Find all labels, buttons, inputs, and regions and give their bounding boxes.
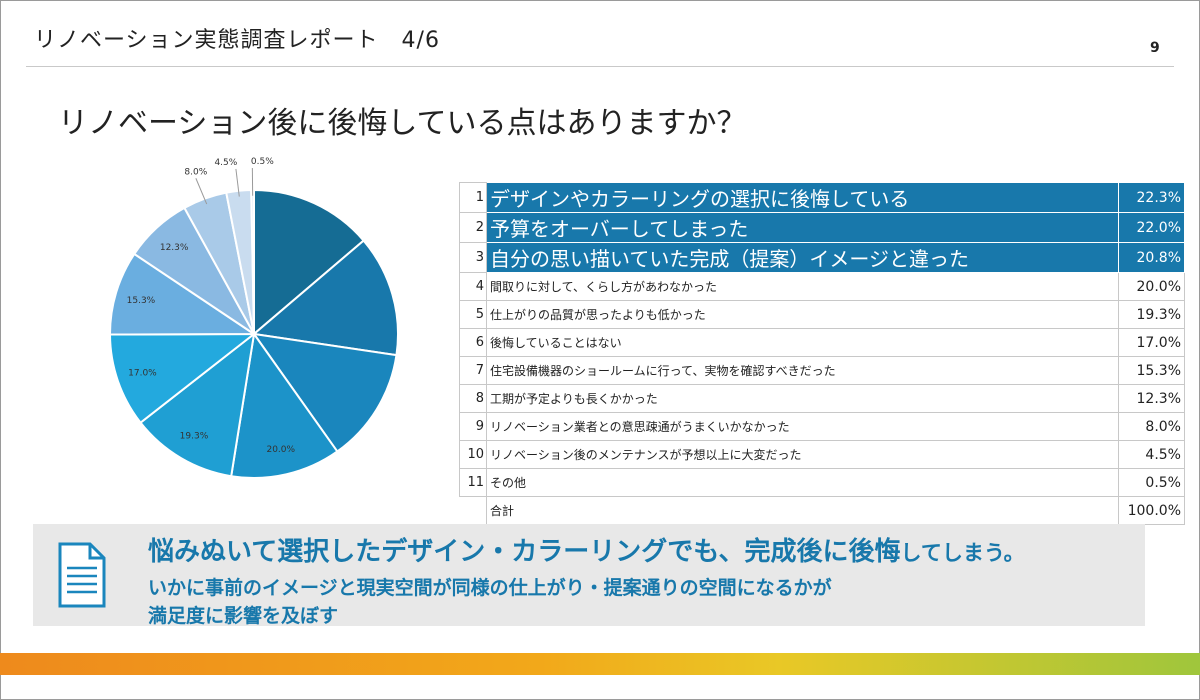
row-value: 8.0% bbox=[1118, 412, 1185, 441]
row-label: 後悔していることはない bbox=[486, 328, 1119, 357]
footer-color-bar bbox=[0, 653, 1200, 675]
summary-headline: 悩みぬいて選択したデザイン・カラーリングでも、完成後に後悔してしまう。 bbox=[148, 531, 1025, 568]
pie-leader-line bbox=[195, 178, 208, 205]
total-spacer bbox=[459, 496, 487, 525]
row-value: 22.3% bbox=[1118, 182, 1185, 213]
row-value: 17.0% bbox=[1118, 328, 1185, 357]
summary-box bbox=[33, 524, 1145, 626]
row-number: 7 bbox=[459, 356, 487, 385]
pie-slice-7 bbox=[109, 252, 258, 336]
document-icon bbox=[58, 542, 106, 608]
row-number: 6 bbox=[459, 328, 487, 357]
pie-data-label: 12.3% bbox=[160, 243, 189, 253]
row-number: 8 bbox=[459, 384, 487, 413]
row-label: 予算をオーバーしてしまった bbox=[486, 212, 1119, 243]
table-row: 9 リノベーション業者との意思疎通がうまくいかなかった 8.0% bbox=[459, 412, 1185, 441]
row-number: 5 bbox=[459, 300, 487, 329]
row-value: 22.0% bbox=[1118, 212, 1185, 243]
row-label: 自分の思い描いていた完成（提案）イメージと違った bbox=[486, 242, 1119, 273]
pie-slice-4 bbox=[230, 331, 339, 479]
row-label: 仕上がりの品質が思ったよりも低かった bbox=[486, 300, 1119, 329]
results-table: 1 デザインやカラーリングの選択に後悔している 22.3% 2 予算をオーバーしてしまっ… bbox=[459, 182, 1185, 525]
pie-slice-3 bbox=[251, 332, 398, 453]
table-row: 10 リノベーション後のメンテナンスが予想以上に大変だった 4.5% bbox=[459, 440, 1185, 469]
row-value: 20.8% bbox=[1118, 242, 1185, 273]
row-value: 4.5% bbox=[1118, 440, 1185, 469]
row-value: 15.3% bbox=[1118, 356, 1185, 385]
row-label: リノベーション後のメンテナンスが予想以上に大変だった bbox=[486, 440, 1119, 469]
pie-data-label: 0.5% bbox=[251, 157, 274, 167]
total-value: 100.0% bbox=[1118, 496, 1185, 525]
pie-data-label: 17.0% bbox=[128, 369, 157, 379]
table-row: 11 その他 0.5% bbox=[459, 468, 1185, 497]
row-label: 工期が予定よりも長くかかった bbox=[486, 384, 1119, 413]
row-number: 10 bbox=[459, 440, 487, 469]
row-number: 4 bbox=[459, 272, 487, 301]
pie-chart: 20.0% 19.3% 17.0% 15.3% 12.3% 8.0% 4.5% 0.5% bbox=[108, 157, 399, 479]
summary-line-1: いかに事前のイメージと現実空間が同様の仕上がり・提案通りの空間になるかが bbox=[148, 577, 832, 599]
pie-data-label: 20.0% bbox=[266, 445, 295, 455]
table-row: 3 自分の思い描いていた完成（提案）イメージと違った 20.8% bbox=[459, 242, 1185, 273]
pie-slice-5 bbox=[139, 331, 256, 478]
row-number: 1 bbox=[459, 182, 487, 213]
row-number: 3 bbox=[459, 242, 487, 273]
row-label: 間取りに対して、くらし方があわなかった bbox=[486, 272, 1119, 301]
total-label: 合計 bbox=[486, 496, 1119, 525]
header-divider bbox=[26, 66, 1174, 67]
pie-data-label: 19.3% bbox=[180, 432, 209, 442]
pie-slice-1 bbox=[253, 188, 365, 337]
pie-data-label: 15.3% bbox=[127, 296, 156, 306]
table-row: 7 住宅設備機器のショールームに行って、実物を確認すべきだった 15.3% bbox=[459, 356, 1185, 385]
total-row: 合計 100.0% bbox=[459, 496, 1185, 525]
pie-leader-line bbox=[235, 168, 240, 197]
row-value: 0.5% bbox=[1118, 468, 1185, 497]
row-value: 20.0% bbox=[1118, 272, 1185, 301]
table-row: 2 予算をオーバーしてしまった 22.0% bbox=[459, 212, 1185, 243]
row-value: 19.3% bbox=[1118, 300, 1185, 329]
summary-headline-main: 悩みぬいて選択したデザイン・カラーリングでも、完成後に後悔 bbox=[148, 537, 901, 567]
table-row: 6 後悔していることはない 17.0% bbox=[459, 328, 1185, 357]
table-row: 4 間取りに対して、くらし方があわなかった 20.0% bbox=[459, 272, 1185, 301]
pie-slice-6 bbox=[108, 332, 257, 425]
pie-data-label: 4.5% bbox=[214, 158, 237, 168]
table-row: 5 仕上がりの品質が思ったよりも低かった 19.3% bbox=[459, 300, 1185, 329]
row-number: 11 bbox=[459, 468, 487, 497]
pie-data-label: 8.0% bbox=[184, 167, 207, 177]
row-label: リノベーション業者との意思疎通がうまくいかなかった bbox=[486, 412, 1119, 441]
table-row: 8 工期が予定よりも長くかかった 12.3% bbox=[459, 384, 1185, 413]
pie-slice-2 bbox=[251, 239, 399, 357]
question-heading: リノベーション後に後悔している点はありますか？ bbox=[58, 106, 747, 141]
report-title: リノベーション実態調査レポート 4/6 bbox=[34, 28, 440, 53]
row-label: デザインやカラーリングの選択に後悔している bbox=[486, 182, 1119, 213]
summary-headline-tail: してしまう。 bbox=[900, 541, 1025, 565]
row-number: 9 bbox=[459, 412, 487, 441]
row-label: その他 bbox=[486, 468, 1119, 497]
summary-line-2: 満足度に影響を及ぼす bbox=[148, 605, 339, 627]
page-number: 9 bbox=[1150, 40, 1160, 56]
row-label: 住宅設備機器のショールームに行って、実物を確認すべきだった bbox=[486, 356, 1119, 385]
row-number: 2 bbox=[459, 212, 487, 243]
table-row: 1 デザインやカラーリングの選択に後悔している 22.3% bbox=[459, 182, 1185, 213]
row-value: 12.3% bbox=[1118, 384, 1185, 413]
